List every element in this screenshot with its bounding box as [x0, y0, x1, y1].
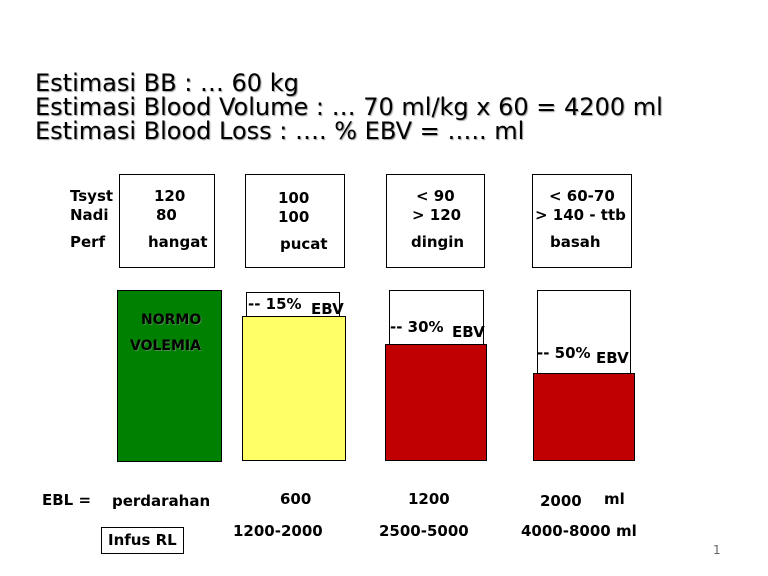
row-label-perf: Perf: [70, 233, 106, 251]
infus-value: 4000-8000 ml: [521, 522, 637, 540]
vitals-tsyst: < 90: [416, 187, 455, 205]
vitals-nadi: > 140 - ttb: [535, 206, 626, 224]
ebl-unit: ml: [604, 490, 625, 508]
loss-label-30: -- 30%: [390, 318, 444, 336]
normo-label-line1: NORMO: [141, 312, 202, 328]
volume-loss-outline-30: [389, 290, 484, 346]
infus-value: 1200-2000: [233, 522, 323, 540]
vitals-box-50: [532, 174, 632, 268]
volume-bar-15: [242, 316, 346, 461]
vitals-nadi: 80: [156, 206, 177, 224]
vitals-perf: dingin: [411, 233, 465, 251]
ebl-value: perdarahan: [112, 492, 211, 510]
row-label-tsyst: Tsyst: [70, 187, 114, 205]
vitals-nadi: 100: [278, 208, 310, 226]
ebv-label-15: EBV: [311, 300, 344, 318]
loss-label-50: -- 50%: [537, 344, 591, 362]
volume-loss-outline-50: [537, 290, 631, 375]
vitals-tsyst: 120: [154, 187, 186, 205]
vitals-box-normo: [119, 174, 215, 268]
row-label-nadi: Nadi: [70, 206, 109, 224]
volume-bar-50: [533, 373, 635, 461]
ebv-label-50: EBV: [596, 349, 629, 367]
vitals-tsyst: 100: [278, 189, 310, 207]
vitals-perf: pucat: [280, 235, 328, 253]
vitals-box-15: [245, 174, 345, 268]
ebl-label: EBL =: [42, 491, 92, 509]
normo-label-line2: VOLEMIA: [130, 338, 201, 354]
vitals-perf: basah: [550, 233, 601, 251]
vitals-box-30: [386, 174, 485, 268]
vitals-tsyst: < 60-70: [549, 187, 615, 205]
infus-value: 2500-5000: [379, 522, 469, 540]
title-body-weight: Estimasi BB : … 60 kg: [35, 69, 299, 97]
vitals-perf: hangat: [148, 233, 208, 251]
ebl-value: 2000: [540, 492, 582, 510]
ebv-label-30: EBV: [452, 323, 485, 341]
title-blood-loss: Estimasi Blood Loss : …. % EBV = ….. ml: [35, 117, 525, 145]
ebl-value: 600: [280, 490, 312, 508]
infus-label-box: [101, 527, 184, 554]
infus-label: Infus RL: [108, 531, 177, 549]
page-number: 1: [713, 543, 721, 557]
title-blood-volume: Estimasi Blood Volume : … 70 ml/kg x 60 …: [35, 93, 663, 121]
volume-bar-normovolemia: [117, 290, 222, 462]
loss-label-15: -- 15%: [248, 295, 302, 313]
ebl-value: 1200: [408, 490, 450, 508]
volume-bar-30: [385, 344, 487, 461]
vitals-nadi: > 120: [412, 206, 462, 224]
